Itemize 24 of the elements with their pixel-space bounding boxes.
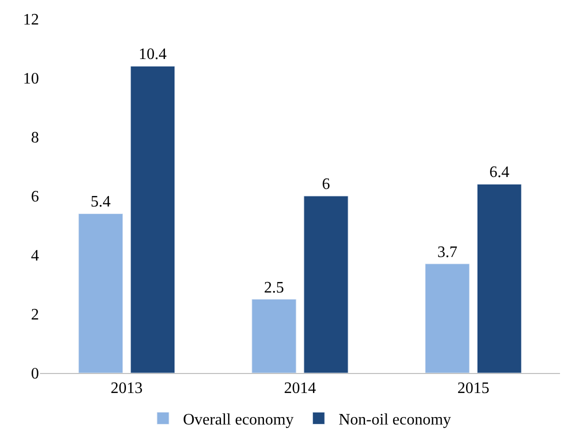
y-tick-label: 10 xyxy=(23,70,39,88)
bar xyxy=(304,196,348,373)
x-tick-label: 2013 xyxy=(110,380,143,398)
bar xyxy=(130,66,176,373)
data-label: 2.5 xyxy=(264,279,284,296)
bar xyxy=(476,184,522,373)
y-tick-label: 4 xyxy=(31,248,39,265)
bar xyxy=(424,264,470,373)
data-label: 6 xyxy=(322,176,330,193)
legend-label: Non-oil economy xyxy=(338,411,452,428)
y-tick-label: 12 xyxy=(23,12,39,29)
data-label: 10.4 xyxy=(138,46,167,64)
bar xyxy=(252,299,296,373)
y-tick-label: 0 xyxy=(31,366,39,383)
legend-label: Overall economy xyxy=(183,411,294,428)
bar xyxy=(78,213,124,373)
x-tick-label: 2015 xyxy=(457,380,490,398)
data-label: 5.4 xyxy=(90,194,111,211)
y-tick-label: 2 xyxy=(31,306,39,324)
y-tick-label: 6 xyxy=(31,188,39,206)
x-tick-label: 2014 xyxy=(284,380,316,398)
data-label: 3.7 xyxy=(437,244,458,261)
y-tick-label: 8 xyxy=(31,130,39,147)
data-label: 6.4 xyxy=(489,164,510,182)
